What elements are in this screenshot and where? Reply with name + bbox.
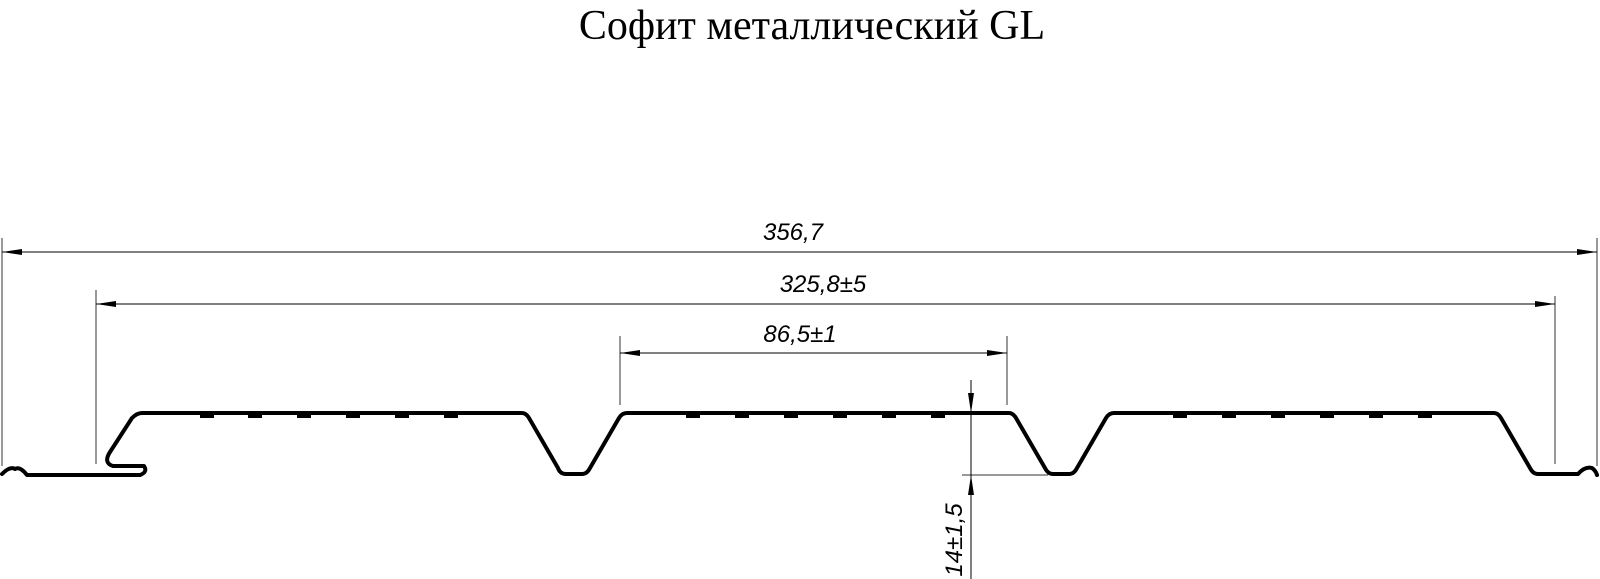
perforation (395, 414, 409, 418)
dimension-label-overall: 356,7 (763, 219, 825, 246)
perforation (1173, 414, 1187, 418)
dimension-label-working: 325,8±5 (780, 271, 867, 298)
perforation (833, 414, 847, 418)
perforation (931, 414, 945, 418)
perforation (346, 414, 360, 418)
perforations (200, 414, 1432, 418)
perforation (297, 414, 311, 418)
perforation (882, 414, 896, 418)
profile-outline (0, 411, 1599, 477)
drawing-title: Софит металлический GL (578, 3, 1046, 49)
perforation (784, 414, 798, 418)
perforation (1271, 414, 1285, 418)
perforation (686, 414, 700, 418)
perforation (1418, 414, 1432, 418)
perforation (1369, 414, 1383, 418)
perforation (444, 414, 458, 418)
extension-lines (1, 238, 1598, 476)
perforation (200, 414, 214, 418)
perforation (1320, 414, 1334, 418)
dimension-label-rib: 86,5±1 (763, 321, 836, 348)
perforation (735, 414, 749, 418)
perforation (1222, 414, 1236, 418)
perforation (248, 414, 262, 418)
dimension-label-height: 14±1,5 (941, 503, 968, 577)
